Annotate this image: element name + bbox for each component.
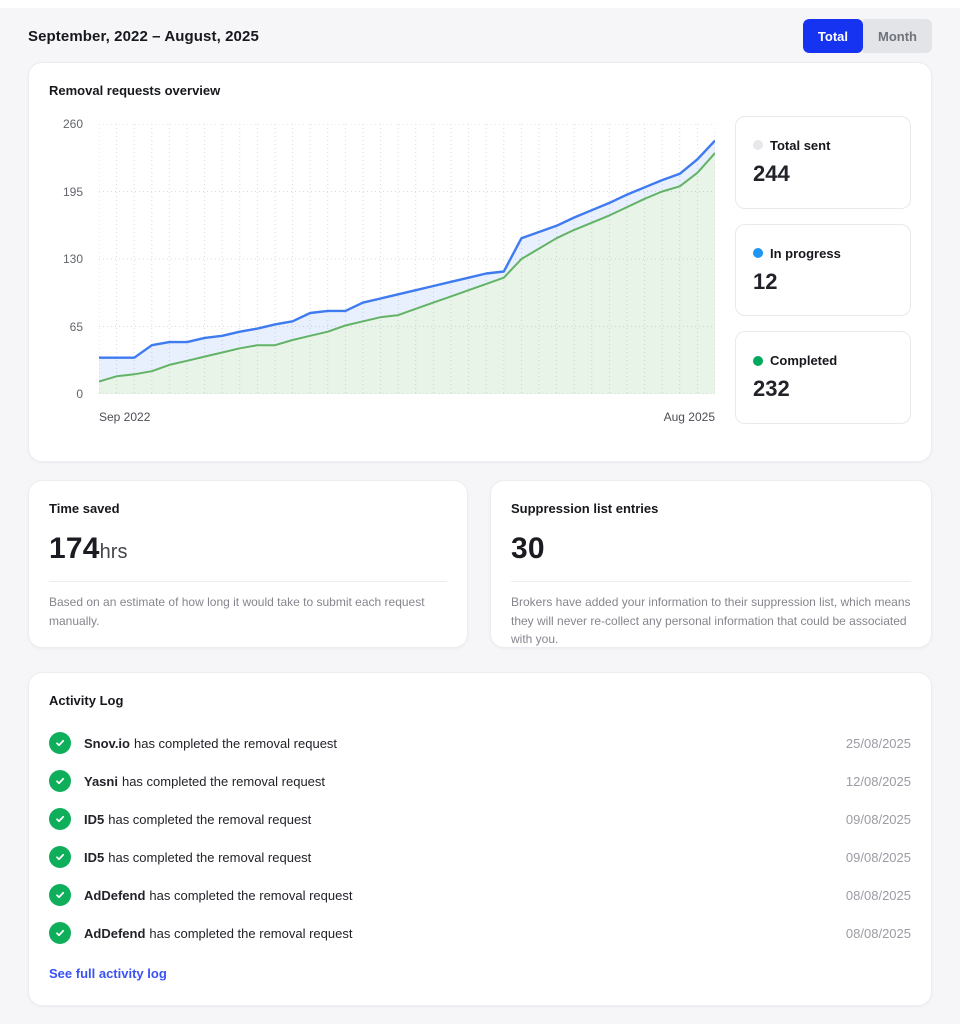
stat-label: Completed xyxy=(770,353,838,369)
chart-area: 0 65 130 195 260 Sep 2022 Aug 2025 xyxy=(49,116,715,424)
stat-value: 244 xyxy=(753,160,790,186)
mid-cards-row: Time saved 174 hrs Based on an estimate o… xyxy=(28,480,932,648)
line-chart xyxy=(99,124,715,394)
y-tick-label: 260 xyxy=(62,117,83,131)
activity-date: 09/08/2025 xyxy=(845,811,911,827)
check-icon xyxy=(49,922,71,944)
y-tick-label: 0 xyxy=(76,387,83,401)
divider xyxy=(49,581,447,582)
y-axis-labels: 0 65 130 195 260 xyxy=(49,117,91,401)
activity-row: Snov.io has completed the removal request… xyxy=(49,724,911,762)
broker-name: ID5 xyxy=(84,811,105,827)
broker-name: ID5 xyxy=(84,849,105,865)
top-strip xyxy=(0,0,960,8)
activity-row: Yasni has completed the removal request 1… xyxy=(49,762,911,800)
activity-message: has completed the removal request xyxy=(121,773,326,789)
activity-date: 12/08/2025 xyxy=(845,773,911,789)
activity-text: ID5 has completed the removal request xyxy=(84,812,311,827)
activity-log-card: Activity Log Snov.io has completed the re… xyxy=(28,672,932,1006)
activity-date: 08/08/2025 xyxy=(845,925,911,941)
header: September, 2022 – August, 2025 Total Mon… xyxy=(0,8,960,54)
x-label-end: Aug 2025 xyxy=(663,410,715,424)
activity-text: AdDefend has completed the removal reques… xyxy=(84,888,352,903)
check-icon xyxy=(49,846,71,868)
chart-legend-stats: Total sent 244 In progress 12 Completed … xyxy=(735,116,911,425)
check-icon xyxy=(49,808,71,830)
time-saved-card: Time saved 174 hrs Based on an estimate o… xyxy=(28,480,468,648)
activity-log-title: Activity Log xyxy=(49,693,124,708)
activity-date: 25/08/2025 xyxy=(845,735,911,751)
total-sent-dot-icon xyxy=(753,140,763,151)
time-saved-caption: Based on an estimate of how long it woul… xyxy=(49,595,425,628)
y-tick-label: 65 xyxy=(69,319,83,334)
total-toggle-button[interactable]: Total xyxy=(802,19,864,53)
activity-text: Snov.io has completed the removal request xyxy=(84,736,337,751)
stat-value: 232 xyxy=(753,376,790,402)
stat-label: Total sent xyxy=(770,137,831,153)
activity-message: has completed the removal request xyxy=(149,925,353,941)
stat-card-completed: Completed 232 xyxy=(735,331,911,425)
time-saved-value: 174 xyxy=(49,532,100,565)
x-axis-labels: Sep 2022 Aug 2025 xyxy=(99,410,715,424)
x-label-start: Sep 2022 xyxy=(99,410,151,424)
y-tick-label: 195 xyxy=(62,184,83,199)
removal-chart-svg xyxy=(99,124,715,394)
stat-card-in-progress: In progress 12 xyxy=(735,223,911,317)
suppression-value: 30 xyxy=(511,532,545,565)
activity-rows: Snov.io has completed the removal request… xyxy=(49,724,911,952)
activity-message: has completed the removal request xyxy=(149,887,353,903)
activity-row: ID5 has completed the removal request 09/… xyxy=(49,800,911,838)
check-icon xyxy=(49,770,71,792)
y-tick-label: 130 xyxy=(62,252,83,266)
activity-message: has completed the removal request xyxy=(133,735,338,751)
time-saved-title: Time saved xyxy=(49,501,120,516)
activity-text: Yasni has completed the removal request xyxy=(84,774,325,789)
activity-date: 09/08/2025 xyxy=(845,849,911,865)
activity-message: has completed the removal request xyxy=(108,849,312,865)
time-saved-unit: hrs xyxy=(99,541,128,563)
removal-overview-card: Removal requests overview 0 65 130 195 260 S… xyxy=(28,62,932,462)
stat-label: In progress xyxy=(770,245,841,261)
completed-dot-icon xyxy=(753,355,763,366)
date-range-title: September, 2022 – August, 2025 xyxy=(28,27,259,45)
divider xyxy=(511,581,911,582)
view-toggle: Total Month xyxy=(802,19,932,53)
stat-value: 12 xyxy=(753,268,778,294)
activity-text: ID5 has completed the removal request xyxy=(84,850,311,865)
suppression-card: Suppression list entries 30 Brokers have… xyxy=(490,480,932,648)
activity-row: AdDefend has completed the removal reques… xyxy=(49,876,911,914)
stat-card-total-sent: Total sent 244 xyxy=(735,116,911,209)
activity-date: 08/08/2025 xyxy=(845,887,911,903)
broker-name: AdDefend xyxy=(84,887,146,903)
activity-row: ID5 has completed the removal request 09/… xyxy=(49,838,911,876)
suppression-title: Suppression list entries xyxy=(511,501,659,516)
broker-name: Yasni xyxy=(84,773,118,789)
broker-name: Snov.io xyxy=(84,735,130,751)
overview-title: Removal requests overview xyxy=(49,83,221,98)
activity-row: AdDefend has completed the removal reques… xyxy=(49,914,911,952)
suppression-caption: Brokers have added your information to t… xyxy=(511,595,911,647)
activity-text: AdDefend has completed the removal reques… xyxy=(84,926,352,941)
month-toggle-button[interactable]: Month xyxy=(863,19,932,53)
check-icon xyxy=(49,732,71,754)
check-icon xyxy=(49,884,71,906)
in-progress-dot-icon xyxy=(753,248,763,258)
broker-name: AdDefend xyxy=(84,925,146,941)
activity-message: has completed the removal request xyxy=(108,811,312,827)
see-full-activity-log-link[interactable]: See full activity log xyxy=(49,966,167,981)
